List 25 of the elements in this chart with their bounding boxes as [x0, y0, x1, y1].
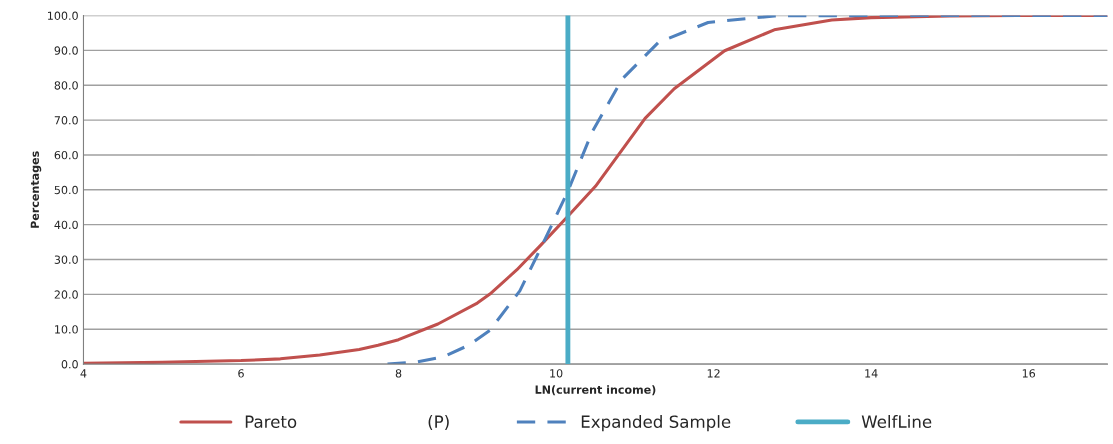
x-tick-label: 10 [550, 369, 563, 378]
line-series [385, 15, 1108, 365]
y-tick-label: 40.0 [54, 220, 78, 230]
x-tick-label: 8 [395, 369, 402, 378]
y-tick-label: 0.0 [61, 360, 78, 369]
y-tick-label: 50.0 [54, 185, 78, 195]
y-tick-label: 100.0 [48, 11, 78, 20]
legend-label: Pareto [245, 415, 297, 428]
y-tick-label: 80.0 [54, 81, 78, 90]
y-tick-label: 20.0 [54, 290, 78, 299]
y-tick-label: 60.0 [54, 150, 78, 160]
y-tick-label: 30.0 [54, 255, 78, 264]
x-tick-label: 12 [707, 369, 720, 378]
legend-label: WelfLine [861, 415, 932, 428]
y-tick-label: 90.0 [54, 46, 78, 55]
x-tick-label: 16 [1022, 369, 1036, 378]
x-tick-label: 6 [238, 369, 244, 378]
legend-label: Expanded Sample [581, 415, 731, 432]
x-tick-label: 14 [865, 369, 878, 378]
y-tick-label: 70.0 [54, 116, 78, 125]
y-tick-label: 10.0 [55, 325, 78, 334]
y-axis-title: Percentages [30, 151, 42, 228]
x-tick-label: 4 [80, 369, 87, 378]
x-axis-title: LN(current income) [535, 385, 656, 396]
text: (P) [428, 415, 449, 430]
